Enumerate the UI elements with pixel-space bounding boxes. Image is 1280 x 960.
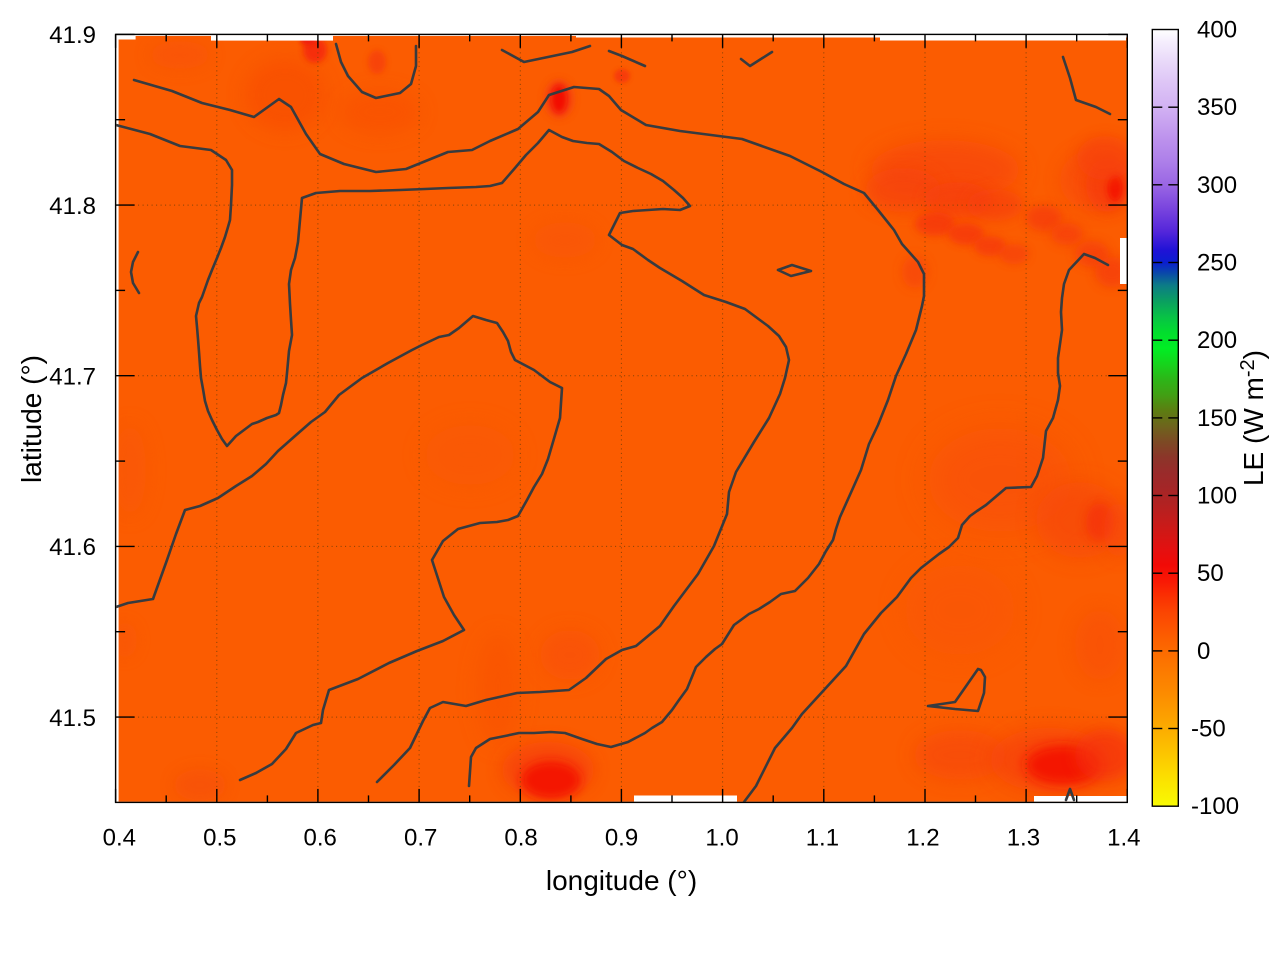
svg-text:0.5: 0.5 <box>203 825 236 852</box>
svg-text:0.8: 0.8 <box>504 825 537 852</box>
svg-text:400: 400 <box>1197 17 1237 44</box>
svg-text:longitude (°): longitude (°) <box>546 865 697 896</box>
svg-text:0.6: 0.6 <box>304 825 337 852</box>
svg-text:1.4: 1.4 <box>1107 825 1140 852</box>
svg-text:41.7: 41.7 <box>49 363 96 390</box>
svg-text:1.3: 1.3 <box>1007 825 1040 852</box>
svg-text:1.1: 1.1 <box>806 825 839 852</box>
svg-text:0.7: 0.7 <box>404 825 437 852</box>
svg-text:50: 50 <box>1197 560 1224 587</box>
svg-text:41.6: 41.6 <box>49 534 96 561</box>
svg-text:150: 150 <box>1197 405 1237 432</box>
svg-text:0: 0 <box>1197 638 1210 665</box>
svg-text:-50: -50 <box>1191 716 1226 743</box>
svg-text:0.4: 0.4 <box>103 825 136 852</box>
svg-text:LE (W m-2): LE (W m-2) <box>1237 350 1269 486</box>
svg-text:250: 250 <box>1197 250 1237 277</box>
svg-text:300: 300 <box>1197 172 1237 199</box>
svg-text:latitude (°): latitude (°) <box>16 355 47 483</box>
svg-text:-100: -100 <box>1191 793 1239 820</box>
svg-text:100: 100 <box>1197 483 1237 510</box>
svg-text:1.0: 1.0 <box>705 825 738 852</box>
svg-text:1.2: 1.2 <box>906 825 939 852</box>
svg-text:350: 350 <box>1197 94 1237 121</box>
svg-text:41.8: 41.8 <box>49 193 96 220</box>
svg-text:41.5: 41.5 <box>49 705 96 732</box>
svg-text:200: 200 <box>1197 327 1237 354</box>
svg-text:0.9: 0.9 <box>605 825 638 852</box>
svg-text:41.9: 41.9 <box>49 22 96 49</box>
